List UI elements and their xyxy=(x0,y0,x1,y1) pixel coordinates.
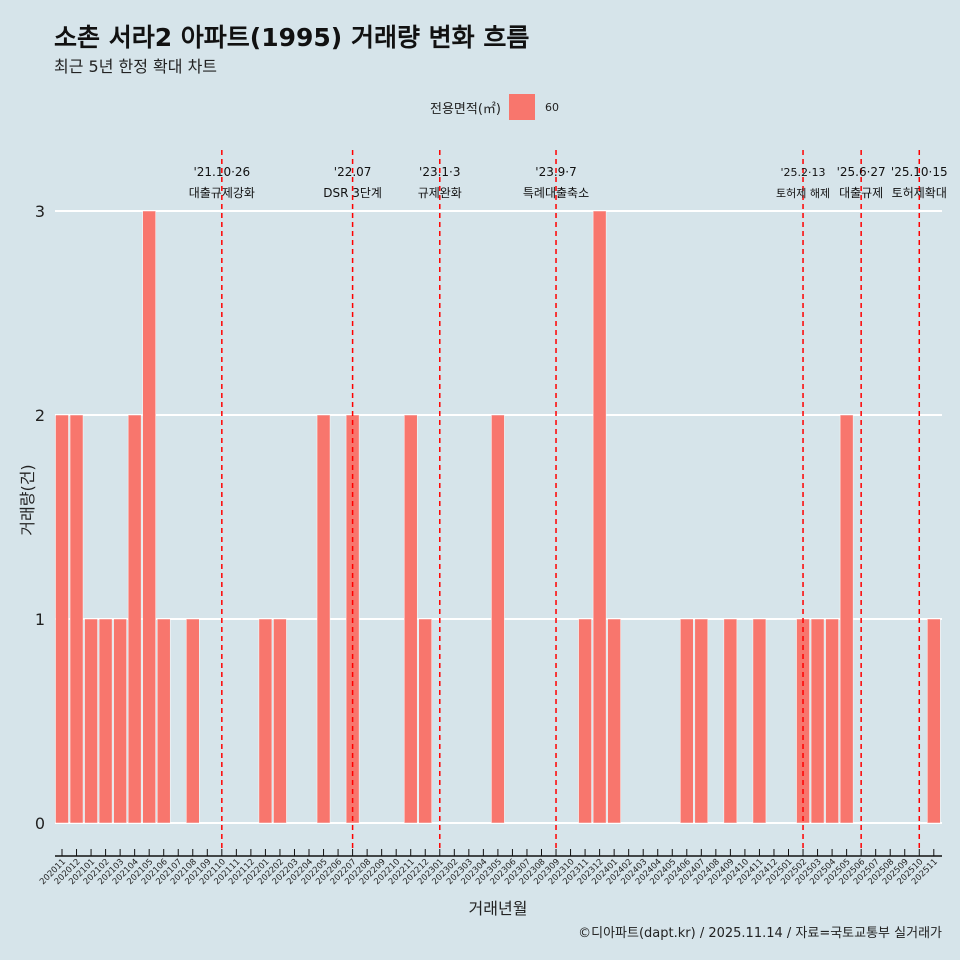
bar-202312 xyxy=(592,210,607,824)
bar-202202 xyxy=(273,618,287,824)
bar-202511 xyxy=(927,618,941,824)
event-date: '25.10·15 xyxy=(891,165,948,179)
bar-202406 xyxy=(680,618,694,824)
legend-title: 전용면적(㎡) xyxy=(430,101,501,117)
bar-202205 xyxy=(316,414,331,824)
bar-202104 xyxy=(127,414,142,824)
bar-202105 xyxy=(142,210,156,824)
bar-202012 xyxy=(69,414,84,824)
bar-202411 xyxy=(752,618,767,824)
x-axis-title: 거래년월 xyxy=(469,899,528,918)
chart-title: 소촌 서라2 아파트(1995) 거래량 변화 흐름 xyxy=(54,23,530,52)
event-label: 토허제 해제 xyxy=(776,186,830,200)
bar-202503 xyxy=(810,618,825,824)
chart-subtitle: 최근 5년 한정 확대 차트 xyxy=(54,57,218,76)
bar-202108 xyxy=(186,618,200,824)
bar-202201 xyxy=(258,618,273,824)
bar-202102 xyxy=(98,618,113,824)
event-date: '25.2·13 xyxy=(781,166,826,179)
bar-202505 xyxy=(839,414,854,824)
legend-entry: 60 xyxy=(544,100,559,114)
event-date: '23.1·3 xyxy=(419,165,460,179)
event-label: DSR 3단계 xyxy=(323,186,382,200)
y-tick-label: 0 xyxy=(35,814,45,833)
bar-202011 xyxy=(55,414,69,824)
y-tick-label: 1 xyxy=(35,610,45,629)
bar-202407 xyxy=(694,618,709,824)
event-label: 토허제확대 xyxy=(892,186,947,200)
y-axis-title: 거래량(건) xyxy=(18,464,37,535)
event-date: '25.6·27 xyxy=(837,165,886,179)
event-date: '21.10·26 xyxy=(193,165,250,179)
bar-202409 xyxy=(723,618,738,824)
event-label: 대출규제강화 xyxy=(189,186,255,200)
bar-202311 xyxy=(578,618,592,824)
legend: 전용면적(㎡) 60 xyxy=(430,94,559,120)
event-date: '23.9·7 xyxy=(535,165,576,179)
event-label: 특례대출축소 xyxy=(523,186,589,200)
bar-202211 xyxy=(403,414,418,824)
bar-202504 xyxy=(825,618,839,824)
bar-202401 xyxy=(607,618,621,824)
y-tick-label: 3 xyxy=(35,202,45,221)
event-label: 규제완화 xyxy=(418,186,462,200)
bar-202305 xyxy=(491,414,505,824)
bar-202103 xyxy=(113,618,127,824)
event-date: '22.07 xyxy=(334,165,372,179)
bar-202101 xyxy=(84,618,98,824)
bar-202106 xyxy=(156,618,171,824)
y-tick-label: 2 xyxy=(35,406,45,425)
bar-202212 xyxy=(418,618,432,824)
event-label: 대출규제 xyxy=(839,186,883,200)
source-caption: ©디아파트(dapt.kr) / 2025.11.14 / 자료=국토교통부 실… xyxy=(578,926,942,941)
legend-swatch xyxy=(508,94,535,120)
